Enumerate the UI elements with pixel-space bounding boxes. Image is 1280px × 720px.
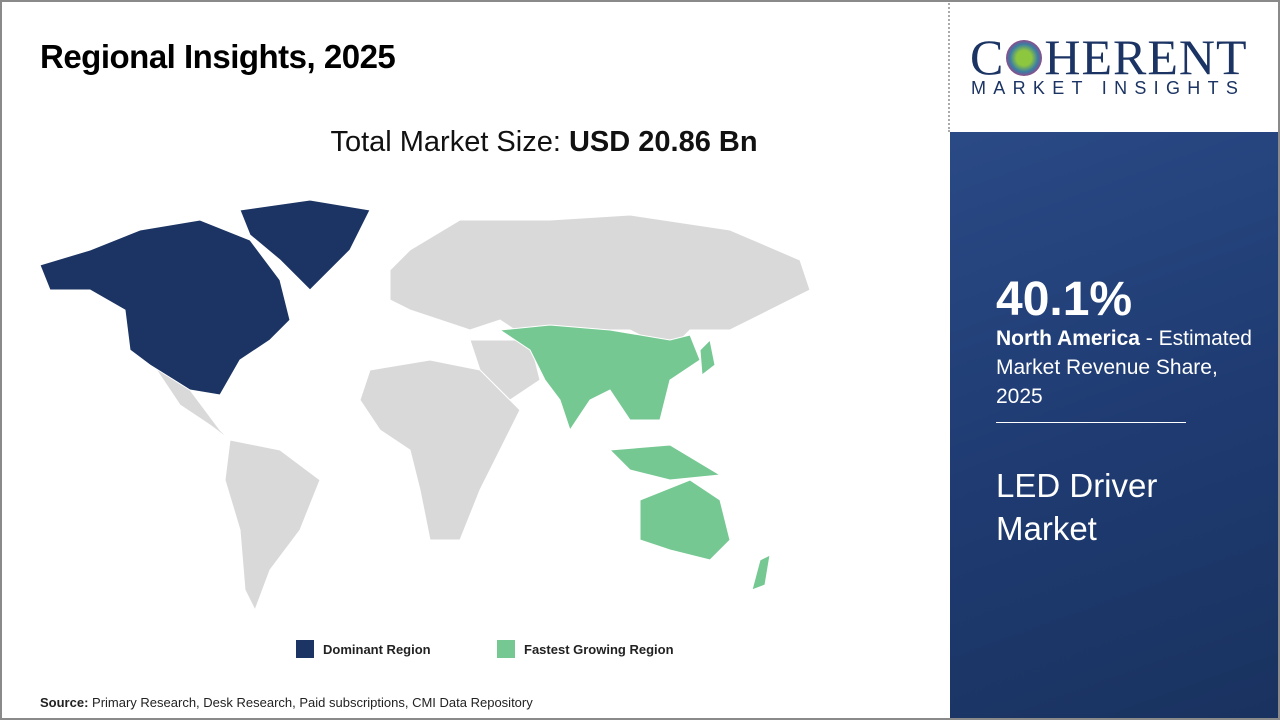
total-value: USD 20.86 Bn xyxy=(568,126,758,158)
map-new-zealand xyxy=(751,554,771,591)
total-label: Total Market Size: xyxy=(330,126,561,158)
share-desc-text: - Estimated Market Revenue Share, 2025 xyxy=(996,327,1252,408)
market-name: LED Driver Market xyxy=(996,467,1158,547)
logo-tagline: MARKET INSIGHTS xyxy=(971,78,1246,98)
total-market-size: Total Market Size: USD 20.86 Bn xyxy=(0,126,948,159)
world-map xyxy=(39,199,811,612)
map-asia-pacific xyxy=(498,324,701,432)
company-logo: C HERENT MARKET INSIGHTS xyxy=(950,0,1280,132)
panel-divider xyxy=(996,422,1186,423)
map-south-america xyxy=(224,439,321,612)
map-japan xyxy=(699,338,716,376)
stats-panel: 40.1% North America - Estimated Market R… xyxy=(950,132,1280,720)
logo-name: C HERENT xyxy=(970,29,1248,85)
share-description: North America - Estimated Market Revenue… xyxy=(996,324,1266,411)
map-australia xyxy=(639,479,731,561)
legend-fastest: Fastest Growing Region xyxy=(497,640,674,658)
map-greenland xyxy=(239,199,371,291)
source-text: Primary Research, Desk Research, Paid su… xyxy=(92,695,533,710)
legend-dominant: Dominant Region xyxy=(296,640,431,658)
source-label: Source: xyxy=(40,695,89,710)
source-note: Source: Primary Research, Desk Research,… xyxy=(40,695,533,710)
legend-label: Dominant Region xyxy=(323,641,431,657)
page-title: Regional Insights, 2025 xyxy=(40,38,396,75)
legend-label: Fastest Growing Region xyxy=(524,641,674,657)
globe-icon xyxy=(1006,40,1043,76)
regional-insights-slide: Regional Insights, 2025 Total Market Siz… xyxy=(0,38,948,710)
map-africa xyxy=(359,359,521,541)
map-north-america xyxy=(39,219,291,396)
share-value: 40.1% xyxy=(996,273,1133,326)
divider xyxy=(948,0,950,132)
legend-swatch-dominant xyxy=(296,640,314,658)
map-indonesia xyxy=(608,444,722,481)
legend-swatch-fastest xyxy=(497,640,515,658)
region-name: North America xyxy=(996,327,1140,350)
